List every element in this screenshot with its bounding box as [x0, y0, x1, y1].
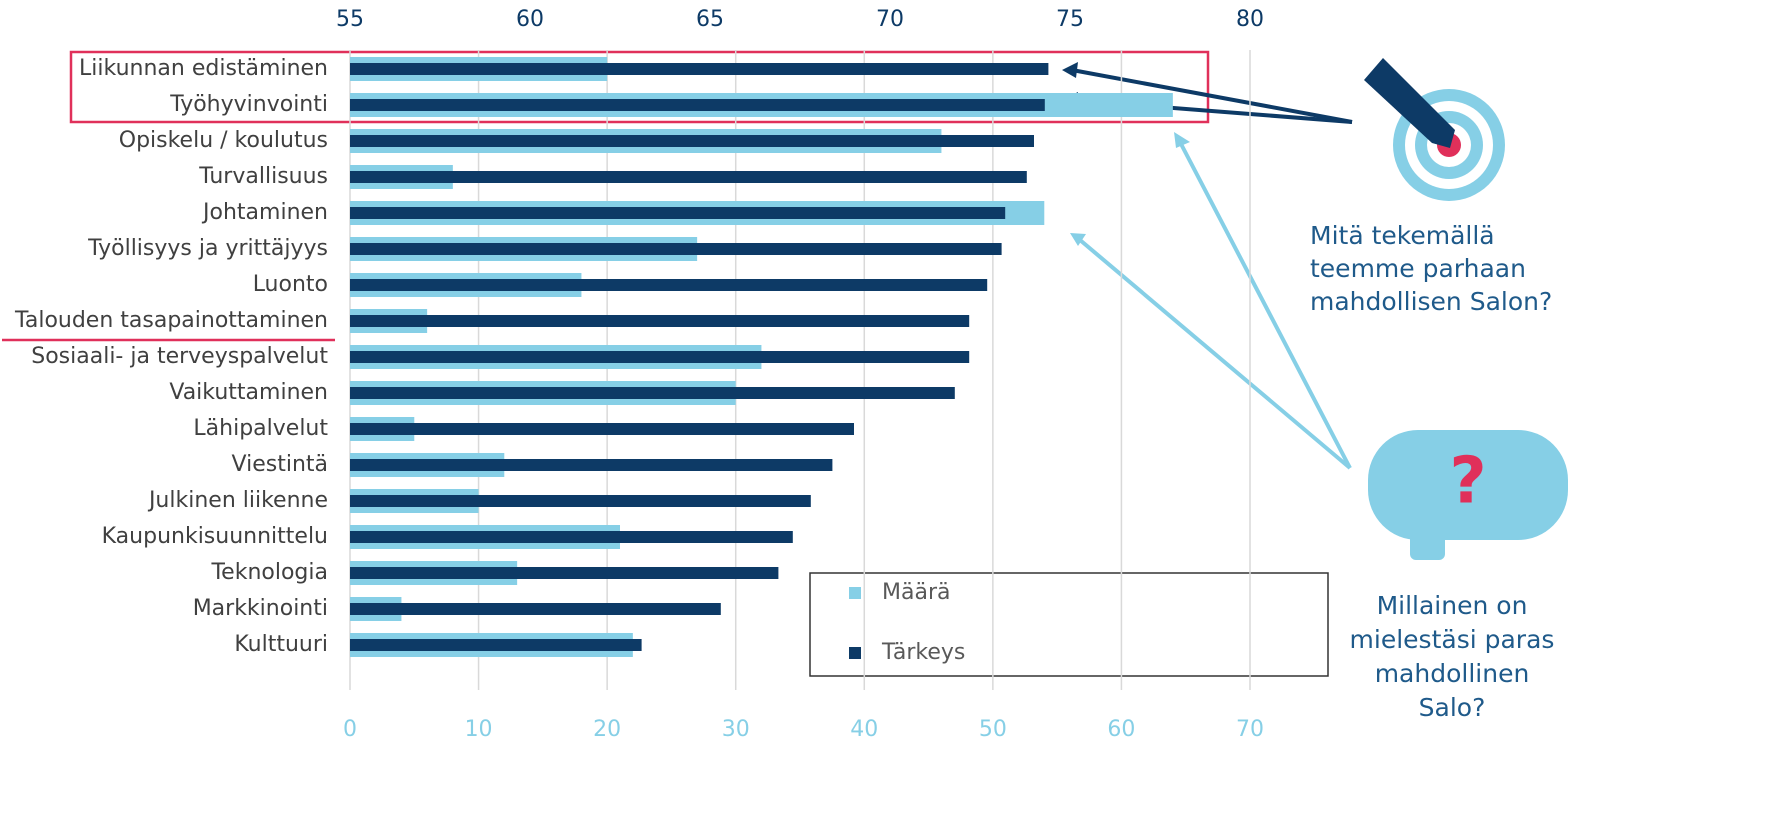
annotation: Mitä tekemällä [1310, 221, 1495, 250]
x-tick-label: 60 [1107, 717, 1135, 742]
bar [350, 459, 833, 471]
x2-tick-label: 75 [1056, 7, 1084, 32]
y-tick-label: Julkinen liikenne [147, 488, 328, 513]
x2-tick-label: 80 [1236, 7, 1264, 32]
y-tick-label: Lähipalvelut [193, 416, 328, 441]
x-tick-label: 0 [343, 717, 357, 742]
x2-tick-label: 65 [696, 7, 724, 32]
annotation: mahdollisen Salon? [1310, 287, 1552, 316]
annotation: mielestäsi paras [1350, 625, 1555, 654]
bar [350, 63, 1049, 75]
legend-box [809, 572, 1329, 677]
y-tick-label: Työllisyys ja yrittäjyys [87, 236, 328, 261]
bar [350, 531, 793, 543]
bar [350, 207, 1006, 219]
x-tick-label: 40 [850, 717, 878, 742]
bar [350, 495, 811, 507]
legend-label: Tärkeys [881, 640, 965, 665]
x2-tick-label: 70 [876, 7, 904, 32]
bar [350, 171, 1027, 183]
annotation: mahdollinen [1375, 659, 1530, 688]
x-tick-label: 10 [465, 717, 493, 742]
bar [350, 315, 970, 327]
y-tick-label: Työhyvinvointi [169, 92, 328, 117]
legend-marker [849, 647, 861, 659]
x2-tick-label: 60 [516, 7, 544, 32]
y-tick-label: Kulttuuri [234, 632, 328, 657]
x-tick-label: 50 [979, 717, 1007, 742]
y-tick-label: Kaupunkisuunnittelu [102, 524, 328, 549]
y-tick-label: Vaikuttaminen [169, 380, 328, 405]
bar [350, 243, 1002, 255]
y-tick-label: Viestintä [232, 452, 328, 477]
y-tick-label: Johtaminen [201, 200, 328, 225]
x-tick-label: 70 [1236, 717, 1264, 742]
annotation: Millainen on [1377, 591, 1528, 620]
y-tick-label: Talouden tasapainottaminen [14, 308, 328, 333]
bar [350, 603, 721, 615]
annotation: Salo? [1419, 693, 1486, 722]
x-tick-label: 30 [722, 717, 750, 742]
y-tick-label: Markkinointi [193, 596, 328, 621]
x-tick-label: 20 [593, 717, 621, 742]
bar [350, 99, 1045, 111]
bar [350, 387, 955, 399]
x2-tick-label: 55 [336, 7, 364, 32]
legend-marker [849, 587, 861, 599]
bar [350, 423, 854, 435]
y-tick-label: Luonto [253, 272, 328, 297]
speech-bubble-icon [1368, 430, 1568, 560]
y-tick-label: Turvallisuus [198, 164, 328, 189]
annotation: ? [1449, 445, 1486, 519]
target-icon [1364, 58, 1505, 201]
annotation: teemme parhaan [1310, 254, 1526, 283]
bar [350, 135, 1034, 147]
bar [350, 351, 970, 363]
y-tick-label: Sosiaali- ja terveyspalvelut [31, 344, 328, 369]
bar [350, 639, 642, 651]
bar [350, 279, 988, 291]
y-tick-label: Opiskelu / koulutus [119, 128, 328, 153]
legend-label: Määrä [882, 580, 950, 605]
highlight-box [69, 50, 1210, 124]
y-tick-label: Teknologia [210, 560, 328, 585]
y-tick-label: Liikunnan edistäminen [79, 56, 328, 81]
bar [350, 567, 779, 579]
